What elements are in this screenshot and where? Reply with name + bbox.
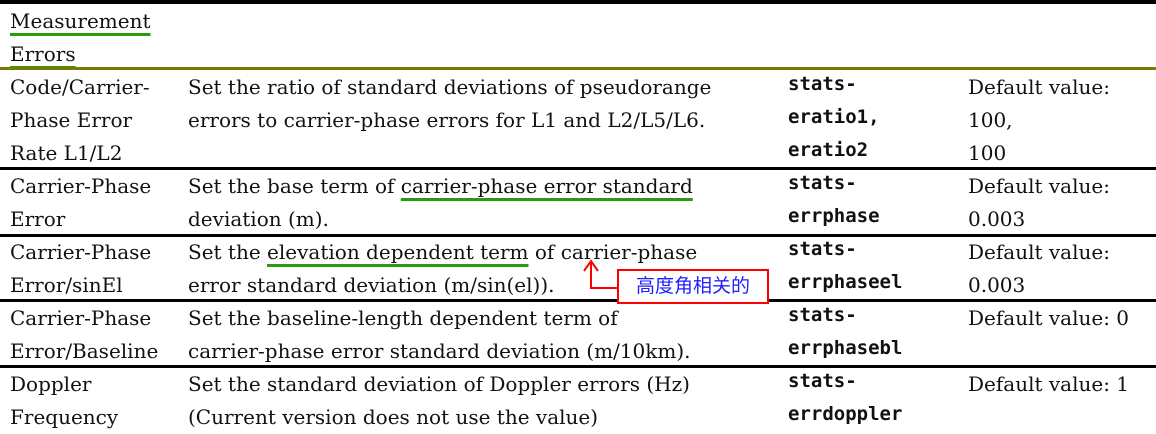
row-divider	[0, 167, 1156, 170]
param-default: Default value: 1	[968, 372, 1130, 396]
param-option: stats-errphaseel	[788, 238, 903, 293]
param-description: Set the ratio of standard deviations of …	[188, 75, 712, 132]
param-default: Default value: 100, 100	[968, 75, 1110, 165]
section-title-line: Errors	[10, 42, 76, 66]
table-top-border	[0, 0, 1156, 4]
param-description: Set the baseline-length dependent term o…	[188, 306, 691, 363]
annotation-note: 高度角相关的	[617, 269, 769, 304]
param-name: Carrier-Phase Error/sinEl	[10, 240, 152, 297]
param-description: Set the standard deviation of Doppler er…	[188, 372, 690, 429]
row-divider	[0, 299, 1156, 302]
row-divider	[0, 365, 1156, 368]
param-name: Carrier-Phase Error/Baseline	[10, 306, 159, 363]
param-default: Default value: 0	[968, 306, 1130, 330]
section-title: Measurement Errors	[10, 5, 151, 71]
param-name: Doppler Frequency	[10, 372, 119, 429]
param-description: Set the base term of carrier-phase error…	[188, 174, 693, 231]
param-default: Default value: 0.003	[968, 240, 1110, 297]
param-option: stats-errphase	[788, 172, 880, 227]
param-default: Default value: 0.003	[968, 174, 1110, 231]
row-divider	[0, 234, 1156, 237]
param-description: Set the elevation dependent term of carr…	[188, 240, 698, 297]
param-option: stats-errdoppler	[788, 370, 903, 425]
section-title-line: Measurement	[10, 9, 151, 33]
section-divider	[0, 67, 1156, 70]
param-name: Carrier-Phase Error	[10, 174, 152, 231]
param-name: Code/Carrier- Phase Error Rate L1/L2	[10, 75, 150, 165]
param-option: stats-errphasebl	[788, 304, 903, 359]
param-option: stats-eratio1, eratio2	[788, 73, 880, 161]
